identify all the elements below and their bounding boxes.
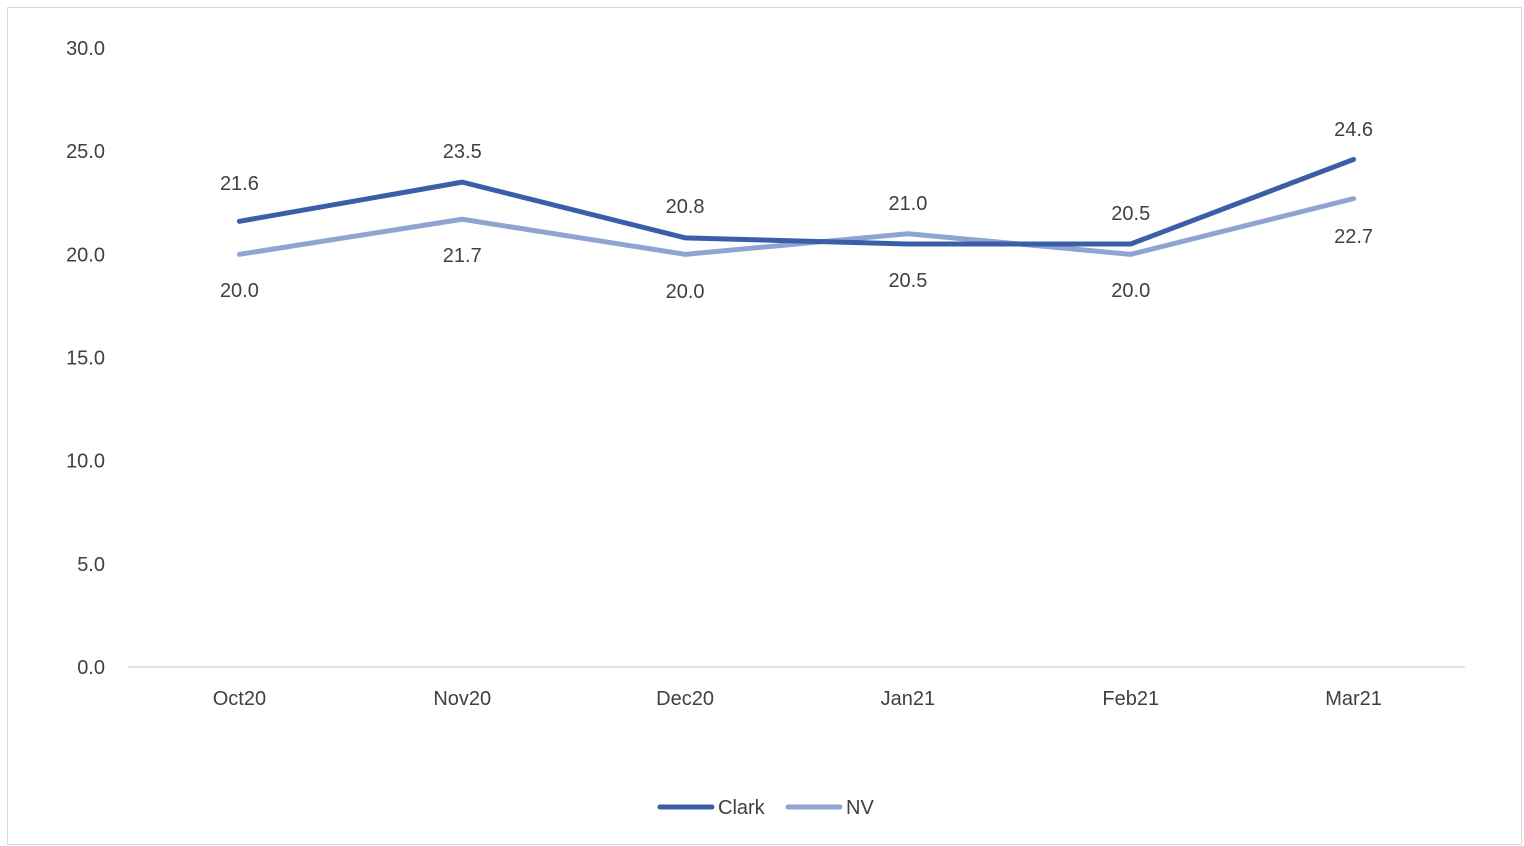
data-label-clark: 21.0 — [888, 193, 927, 215]
y-axis-tick-labels: 0.0 5.0 10.0 15.0 20.0 25.0 30.0 — [66, 38, 105, 679]
x-tick-label: Dec20 — [656, 688, 714, 710]
data-label-nv: 20.0 — [220, 280, 259, 302]
y-tick-label: 30.0 — [66, 38, 105, 60]
y-tick-label: 25.0 — [66, 141, 105, 163]
data-label-clark: 20.5 — [1111, 203, 1150, 225]
legend: Clark NV — [657, 797, 874, 819]
y-tick-label: 20.0 — [66, 244, 105, 266]
y-tick-label: 15.0 — [66, 348, 105, 370]
legend-label-clark: Clark — [718, 797, 766, 819]
x-tick-label: Oct20 — [213, 688, 266, 710]
legend-label-nv: NV — [846, 797, 874, 819]
data-label-nv: 20.0 — [666, 281, 705, 303]
data-label-nv: 22.7 — [1334, 226, 1373, 248]
series-line-nv — [236, 196, 1357, 257]
data-label-clark: 23.5 — [443, 141, 482, 163]
x-tick-label: Nov20 — [433, 688, 491, 710]
data-label-clark: 24.6 — [1334, 119, 1373, 141]
data-label-clark: 21.6 — [220, 173, 259, 195]
data-label-nv: 20.5 — [888, 270, 927, 292]
x-tick-label: Mar21 — [1325, 688, 1382, 710]
x-tick-label: Jan21 — [881, 688, 936, 710]
y-tick-label: 5.0 — [77, 554, 105, 576]
data-label-nv: 21.7 — [443, 245, 482, 267]
series-lines — [236, 156, 1357, 257]
y-tick-label: 0.0 — [77, 657, 105, 679]
chart-frame — [7, 7, 1522, 845]
data-labels: 21.6 23.5 20.8 21.0 20.5 24.6 20.0 21.7 20.0 20.5… — [220, 119, 1373, 303]
series-line-clark — [236, 156, 1357, 247]
data-label-clark: 20.8 — [666, 196, 705, 218]
y-tick-label: 10.0 — [66, 451, 105, 473]
data-label-nv: 20.0 — [1111, 280, 1150, 302]
x-tick-label: Feb21 — [1102, 688, 1159, 710]
x-axis-tick-labels: Oct20 Nov20 Dec20 Jan21 Feb21 Mar21 — [213, 688, 1382, 710]
